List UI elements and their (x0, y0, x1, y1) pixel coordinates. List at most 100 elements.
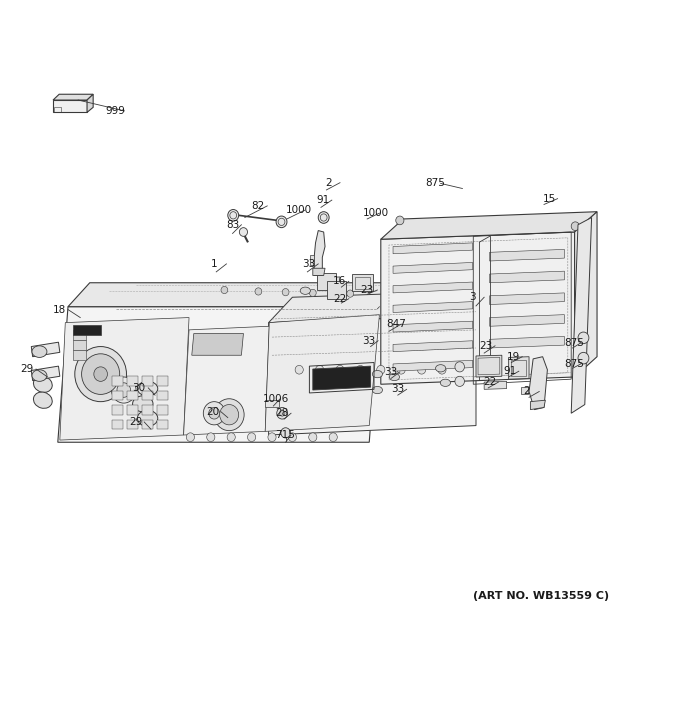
Circle shape (288, 433, 296, 442)
Polygon shape (192, 334, 243, 355)
Polygon shape (73, 350, 86, 360)
Polygon shape (314, 231, 325, 276)
Ellipse shape (372, 386, 383, 394)
Text: 20: 20 (206, 407, 219, 417)
Circle shape (94, 367, 107, 381)
Text: 30: 30 (133, 383, 146, 393)
Text: 29: 29 (129, 417, 142, 427)
Text: 999: 999 (105, 106, 125, 116)
Circle shape (347, 290, 354, 297)
Ellipse shape (372, 370, 383, 378)
Polygon shape (484, 381, 507, 389)
Polygon shape (157, 420, 168, 429)
Polygon shape (393, 321, 473, 332)
Text: 33: 33 (362, 336, 375, 346)
Polygon shape (60, 318, 189, 440)
Polygon shape (127, 420, 138, 429)
Polygon shape (393, 243, 473, 254)
Circle shape (318, 212, 329, 223)
Text: 33: 33 (303, 259, 316, 269)
Polygon shape (529, 357, 547, 410)
Polygon shape (571, 218, 592, 413)
Polygon shape (317, 273, 336, 290)
Ellipse shape (137, 410, 158, 426)
Polygon shape (310, 255, 314, 265)
Polygon shape (87, 94, 93, 112)
Circle shape (228, 210, 239, 221)
Text: 1006: 1006 (263, 394, 290, 404)
Text: 33: 33 (384, 367, 397, 377)
Polygon shape (393, 262, 473, 273)
Circle shape (279, 410, 285, 416)
Circle shape (418, 365, 426, 374)
Circle shape (571, 222, 579, 231)
Polygon shape (127, 405, 138, 415)
Circle shape (282, 289, 289, 296)
Text: 29: 29 (20, 364, 33, 374)
Polygon shape (73, 330, 86, 340)
Circle shape (203, 402, 225, 425)
Polygon shape (127, 391, 138, 400)
Polygon shape (31, 342, 60, 357)
Polygon shape (352, 274, 373, 291)
Polygon shape (127, 376, 138, 386)
Circle shape (438, 365, 446, 374)
Polygon shape (265, 400, 279, 407)
Text: 28: 28 (275, 408, 288, 418)
Circle shape (239, 228, 248, 236)
Circle shape (248, 433, 256, 442)
Polygon shape (490, 293, 564, 304)
Polygon shape (327, 281, 346, 299)
Polygon shape (530, 400, 545, 410)
Ellipse shape (33, 392, 52, 408)
Text: 847: 847 (386, 319, 406, 329)
Circle shape (309, 433, 317, 442)
Polygon shape (313, 268, 325, 276)
Polygon shape (318, 277, 340, 286)
Polygon shape (53, 94, 93, 100)
Polygon shape (393, 302, 473, 312)
Polygon shape (509, 357, 529, 379)
Circle shape (209, 407, 220, 419)
Polygon shape (313, 366, 371, 390)
Text: 18: 18 (52, 304, 65, 315)
Circle shape (455, 362, 464, 372)
Circle shape (186, 433, 194, 442)
Text: 875: 875 (425, 178, 445, 188)
Ellipse shape (137, 381, 158, 396)
Text: 23: 23 (479, 341, 492, 351)
Circle shape (578, 352, 589, 364)
Circle shape (220, 405, 239, 425)
Text: 91: 91 (503, 366, 516, 376)
Polygon shape (142, 376, 153, 386)
Polygon shape (142, 405, 153, 415)
Polygon shape (393, 282, 473, 293)
Circle shape (255, 288, 262, 295)
Polygon shape (31, 366, 60, 381)
Circle shape (397, 365, 405, 374)
Text: 33: 33 (391, 384, 404, 394)
Circle shape (330, 290, 337, 297)
Circle shape (214, 399, 244, 431)
Circle shape (578, 332, 589, 344)
Ellipse shape (435, 365, 446, 372)
Polygon shape (112, 376, 123, 386)
Polygon shape (393, 341, 473, 352)
Polygon shape (53, 100, 87, 112)
Text: 22: 22 (483, 377, 496, 387)
Circle shape (276, 216, 287, 228)
Circle shape (112, 377, 136, 403)
Ellipse shape (389, 373, 400, 381)
Text: 3: 3 (469, 292, 476, 302)
Polygon shape (142, 420, 153, 429)
Circle shape (227, 433, 235, 442)
Circle shape (329, 433, 337, 442)
Text: 19: 19 (507, 352, 520, 362)
Polygon shape (269, 290, 500, 323)
Circle shape (309, 289, 316, 297)
Text: 1000: 1000 (362, 208, 388, 218)
Circle shape (281, 428, 290, 438)
Circle shape (268, 433, 276, 442)
Circle shape (277, 407, 288, 419)
Text: 22: 22 (333, 294, 346, 304)
